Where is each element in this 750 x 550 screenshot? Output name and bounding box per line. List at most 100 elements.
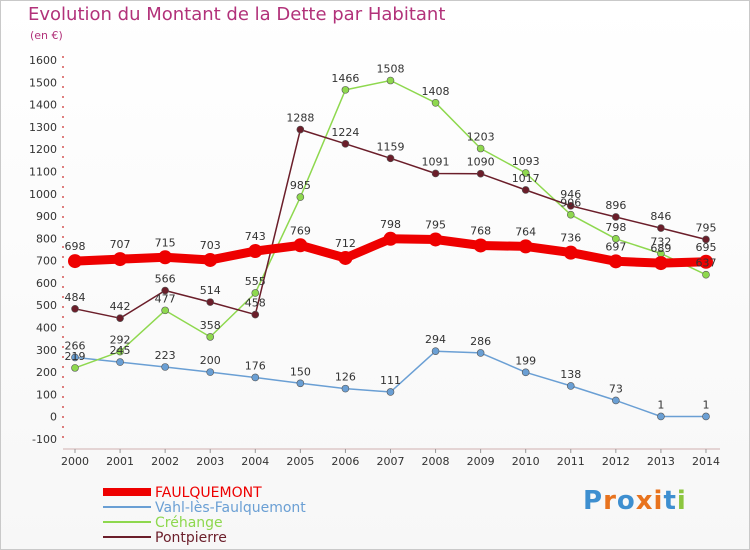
data-point <box>203 252 218 267</box>
data-point <box>476 169 485 178</box>
data-point <box>296 379 305 388</box>
x-tick-label: 2007 <box>376 455 404 468</box>
data-label: 689 <box>650 242 671 255</box>
x-tick-label: 2013 <box>647 455 675 468</box>
data-point <box>566 202 575 210</box>
data-label: 1466 <box>331 72 359 85</box>
data-label: 1017 <box>512 172 540 185</box>
legend-swatch <box>103 488 151 496</box>
y-tick-label: 300 <box>36 344 57 357</box>
data-point <box>206 298 215 306</box>
data-point <box>431 169 440 178</box>
data-point <box>476 349 485 357</box>
data-point <box>473 238 488 253</box>
logo-letter: P <box>583 486 604 516</box>
data-point <box>161 306 169 315</box>
data-label: 768 <box>470 224 491 237</box>
data-point <box>521 368 530 377</box>
data-label: 715 <box>155 236 176 249</box>
y-tick-label: 600 <box>36 277 57 290</box>
data-point <box>68 254 82 269</box>
data-point <box>341 86 350 94</box>
logo-letter: r <box>603 486 617 516</box>
data-label: 906 <box>560 197 581 210</box>
data-point <box>251 373 260 382</box>
data-label: 219 <box>65 350 86 363</box>
data-point <box>608 254 623 269</box>
x-tick-label: 2003 <box>196 455 224 468</box>
legend-label: Pontpierre <box>155 530 227 546</box>
data-point <box>521 186 530 194</box>
data-label: 1508 <box>376 63 404 76</box>
x-tick-label: 2012 <box>602 455 630 468</box>
logo-letter: t <box>663 486 677 516</box>
data-point <box>566 382 575 390</box>
data-label: 637 <box>695 257 716 270</box>
legend-label: FAULQUEMONT <box>155 485 262 501</box>
data-label: 138 <box>560 368 581 381</box>
data-point <box>431 347 440 355</box>
data-label: 73 <box>609 382 623 395</box>
legend-label: Vahl-lès-Faulquemont <box>155 500 306 516</box>
data-point <box>296 125 305 134</box>
data-point <box>653 256 668 271</box>
data-label: 707 <box>110 238 131 251</box>
data-label: 176 <box>245 359 266 372</box>
data-point <box>566 210 575 219</box>
data-label: 555 <box>245 275 266 288</box>
logo-letter: i <box>676 486 687 516</box>
data-point <box>518 239 533 254</box>
x-tick-label: 2009 <box>467 455 495 468</box>
data-label: 1090 <box>467 156 495 169</box>
data-point <box>248 244 263 259</box>
data-point <box>296 193 305 201</box>
data-point <box>386 388 395 396</box>
y-tick-label: 1400 <box>29 99 57 112</box>
data-point <box>386 154 395 163</box>
data-label: 1091 <box>422 155 450 168</box>
data-label: 795 <box>425 218 446 231</box>
y-tick-label: 700 <box>36 255 57 268</box>
data-label: 294 <box>425 333 446 346</box>
legend-swatch <box>103 521 151 523</box>
data-point <box>702 412 710 421</box>
data-point <box>341 384 350 393</box>
data-point <box>71 353 79 362</box>
data-point <box>206 333 215 341</box>
logo-letter: o <box>616 486 636 516</box>
data-point <box>251 289 260 297</box>
data-label: 1203 <box>467 131 495 144</box>
data-label: 150 <box>290 365 311 378</box>
data-label: 1224 <box>331 126 359 139</box>
data-point <box>657 224 665 232</box>
data-label: 223 <box>155 349 176 362</box>
data-label: 286 <box>470 335 491 348</box>
data-label: 985 <box>290 179 311 192</box>
legend-swatch <box>103 506 151 508</box>
data-label: 736 <box>560 232 581 245</box>
data-label: 292 <box>110 334 131 347</box>
y-tick-label: 400 <box>36 322 57 335</box>
data-point <box>657 412 665 421</box>
data-point <box>71 364 79 372</box>
y-tick-label: 200 <box>36 366 57 379</box>
data-label: 946 <box>560 188 581 201</box>
y-tick-label: -100 <box>32 433 57 446</box>
data-point <box>612 213 620 221</box>
y-tick-label: 1300 <box>29 121 57 134</box>
data-label: 732 <box>650 236 671 249</box>
data-point <box>71 305 79 313</box>
y-tick-label: 0 <box>50 411 57 424</box>
data-label: 846 <box>650 210 671 223</box>
x-tick-label: 2008 <box>422 455 450 468</box>
data-point <box>158 250 173 265</box>
y-tick-label: 1200 <box>29 143 57 156</box>
data-point <box>612 234 620 243</box>
data-label: 199 <box>515 354 536 367</box>
data-label: 1093 <box>512 155 540 168</box>
data-label: 458 <box>245 297 266 310</box>
data-label: 477 <box>155 292 176 305</box>
data-label: 566 <box>155 273 176 286</box>
data-point <box>521 169 530 177</box>
